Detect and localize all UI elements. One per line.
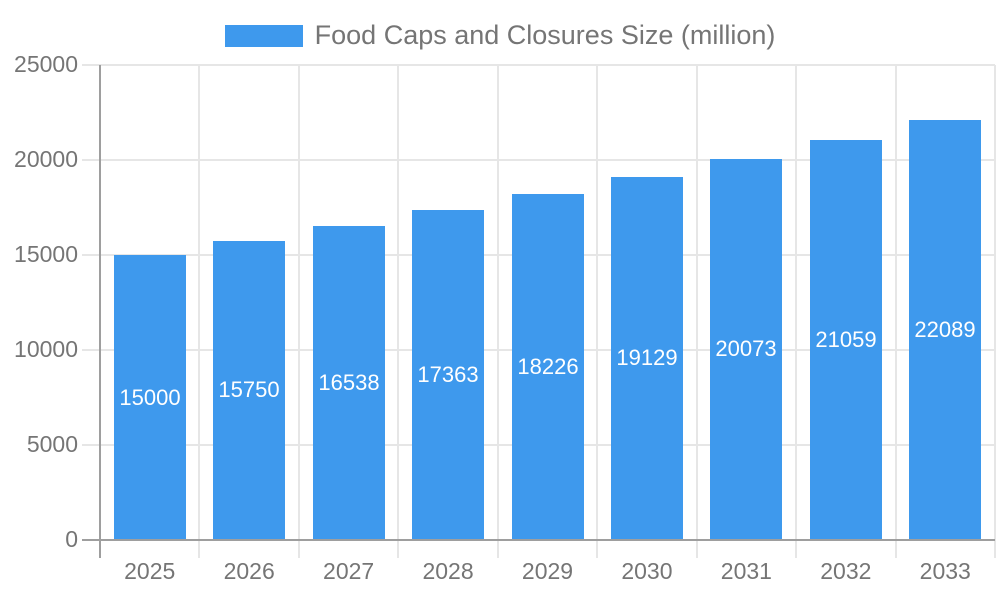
bar-value-label: 22089 [914, 317, 976, 343]
x-axis-tick-label: 2025 [124, 558, 176, 584]
bar-value-label: 21059 [815, 326, 877, 352]
y-axis-tick-label: 15000 [14, 240, 78, 267]
bar-2025[interactable]: 15000 [114, 255, 186, 540]
bar-2028[interactable]: 17363 [412, 210, 484, 540]
x-gridline [397, 65, 400, 558]
bar-2030[interactable]: 19129 [611, 176, 683, 540]
bar-value-label: 15000 [119, 384, 181, 410]
y-gridline [82, 64, 995, 66]
y-gridline [82, 159, 995, 161]
y-axis-line [99, 65, 101, 558]
bar-2026[interactable]: 15750 [213, 240, 285, 540]
x-axis-tick-label: 2028 [422, 558, 474, 584]
legend-label: Food Caps and Closures Size (million) [314, 20, 776, 50]
bar-2029[interactable]: 18226 [512, 193, 584, 540]
bar-2031[interactable]: 20073 [710, 158, 782, 540]
x-axis-line [82, 539, 995, 541]
x-axis-tick-label: 2030 [621, 558, 673, 584]
bar-value-label: 18226 [517, 353, 579, 379]
x-gridline [795, 65, 798, 558]
x-axis-tick-label: 2032 [820, 558, 872, 584]
bar-value-label: 19129 [616, 345, 678, 371]
y-axis-tick-label: 0 [65, 525, 78, 552]
x-axis-tick-label: 2026 [223, 558, 275, 584]
chart-legend[interactable]: Food Caps and Closures Size (million) [0, 20, 1000, 51]
y-axis-tick-label: 25000 [14, 50, 78, 77]
x-gridline [695, 65, 698, 558]
bar-value-label: 15750 [218, 377, 280, 403]
x-axis-tick-label: 2031 [720, 558, 772, 584]
bar-value-label: 17363 [417, 362, 479, 388]
x-gridline [994, 65, 996, 558]
bar-2027[interactable]: 16538 [313, 225, 385, 540]
bar-2033[interactable]: 22089 [909, 120, 981, 540]
bar-value-label: 16538 [318, 369, 380, 395]
x-axis-tick-label: 2033 [919, 558, 971, 584]
bar-2032[interactable]: 21059 [810, 139, 882, 540]
y-axis-tick-label: 5000 [26, 430, 78, 457]
y-axis-tick-label: 20000 [14, 145, 78, 172]
bar-value-label: 20073 [715, 336, 777, 362]
legend-swatch [224, 24, 303, 47]
x-gridline [596, 65, 599, 558]
x-axis-tick-label: 2027 [323, 558, 375, 584]
x-gridline [297, 65, 300, 558]
y-axis-tick-label: 10000 [14, 335, 78, 362]
x-gridline [496, 65, 499, 558]
x-gridline [198, 65, 201, 558]
x-gridline [894, 65, 897, 558]
x-axis-tick-label: 2029 [521, 558, 574, 584]
